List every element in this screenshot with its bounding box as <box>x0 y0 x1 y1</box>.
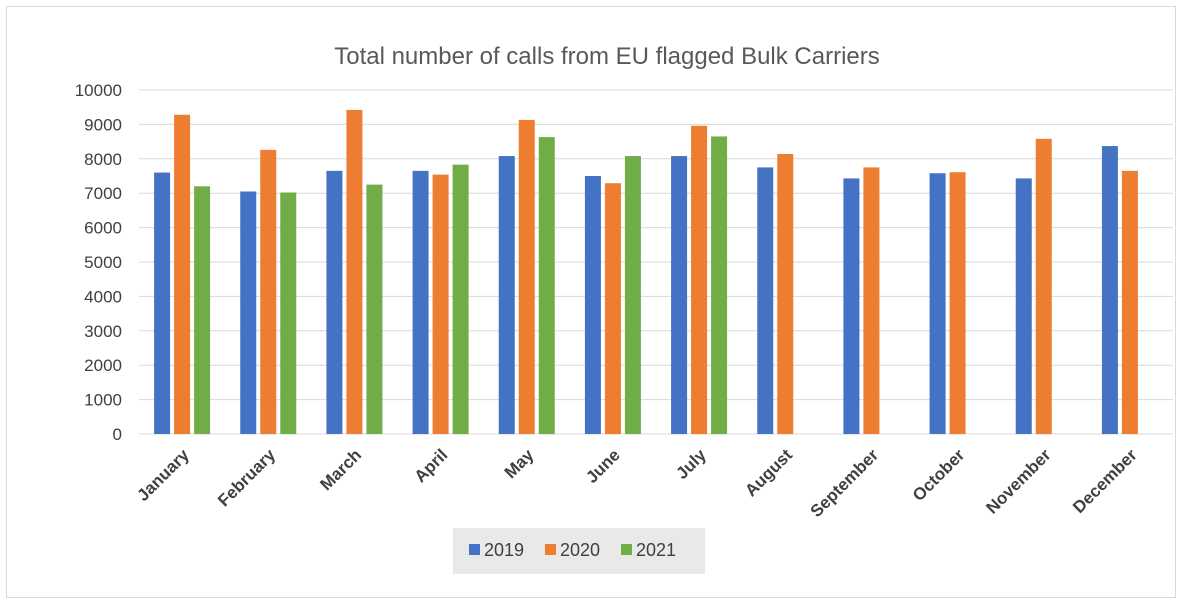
bar-2019-march <box>326 170 343 434</box>
bar-2019-december <box>1101 146 1118 434</box>
y-tick-label: 9000 <box>84 115 122 134</box>
y-tick-label: 5000 <box>84 253 122 272</box>
y-tick-label: 8000 <box>84 150 122 169</box>
y-axis: 0 1000 2000 3000 4000 5000 6000 7000 8000 9000 100… <box>75 81 122 444</box>
y-tick-label: 2000 <box>84 356 122 375</box>
legend-label-2019: 2019 <box>484 540 524 560</box>
gridlines <box>139 89 1173 435</box>
y-tick-label: 3000 <box>84 322 122 341</box>
bar-2019-june <box>584 176 601 434</box>
x-tick-label: February <box>214 445 279 510</box>
bar-2019-february <box>240 191 257 434</box>
bar-2021-january <box>194 186 211 434</box>
x-tick-label: March <box>316 445 365 494</box>
legend-swatch-2020 <box>545 544 556 555</box>
bar-2019-august <box>757 167 774 434</box>
bars <box>154 109 1138 435</box>
legend-swatch-2019 <box>469 544 480 555</box>
bar-2021-may <box>538 137 555 435</box>
y-tick-label: 10000 <box>75 81 122 100</box>
bar-2020-january <box>174 114 191 434</box>
bar-2019-october <box>929 173 946 435</box>
x-tick-label: July <box>672 445 710 483</box>
bar-2019-september <box>843 178 860 434</box>
bar-2020-august <box>777 153 794 434</box>
legend-label-2020: 2020 <box>560 540 600 560</box>
x-tick-label: May <box>501 445 538 482</box>
bar-2021-june <box>624 156 641 434</box>
x-tick-label: April <box>411 445 452 486</box>
bar-2020-november <box>1035 138 1052 434</box>
x-tick-label: September <box>807 445 883 521</box>
x-tick-label: October <box>909 445 969 505</box>
legend-box <box>453 528 705 574</box>
bar-2019-july <box>671 156 688 434</box>
y-tick-label: 1000 <box>84 391 122 410</box>
legend: 2019 2020 2021 <box>453 528 705 574</box>
legend-swatch-2021 <box>621 544 632 555</box>
bar-2021-march <box>366 184 383 434</box>
bar-2020-october <box>949 172 966 434</box>
x-tick-label: August <box>741 445 796 500</box>
bar-2020-december <box>1121 170 1138 434</box>
bar-2020-march <box>346 109 363 435</box>
x-tick-label: January <box>133 445 193 505</box>
bar-2021-july <box>711 136 728 434</box>
bar-2020-february <box>260 149 277 434</box>
bar-2019-april <box>412 170 429 434</box>
y-tick-label: 0 <box>113 425 122 444</box>
bar-2020-june <box>604 183 621 434</box>
legend-label-2021: 2021 <box>636 540 676 560</box>
bar-2021-april <box>452 164 469 434</box>
x-tick-label: November <box>982 445 1054 517</box>
y-tick-label: 7000 <box>84 184 122 203</box>
chart-frame: Total number of calls from EU flagged Bu… <box>6 6 1176 598</box>
bar-chart: Total number of calls from EU flagged Bu… <box>75 43 1173 574</box>
y-tick-label: 6000 <box>84 219 122 238</box>
x-tick-label: June <box>582 445 623 486</box>
bar-2020-april <box>432 174 449 434</box>
y-tick-label: 4000 <box>84 287 122 306</box>
x-tick-label: December <box>1069 445 1141 517</box>
bar-2021-february <box>280 192 297 434</box>
bar-2020-july <box>691 125 708 434</box>
bar-2019-january <box>154 172 171 434</box>
x-axis: January February March April May June July Augu… <box>133 445 1141 521</box>
bar-2019-may <box>498 156 515 434</box>
bar-2019-november <box>1015 178 1032 434</box>
chart-title: Total number of calls from EU flagged Bu… <box>334 43 880 70</box>
bar-2020-september <box>863 167 880 434</box>
bar-2020-may <box>518 119 535 434</box>
